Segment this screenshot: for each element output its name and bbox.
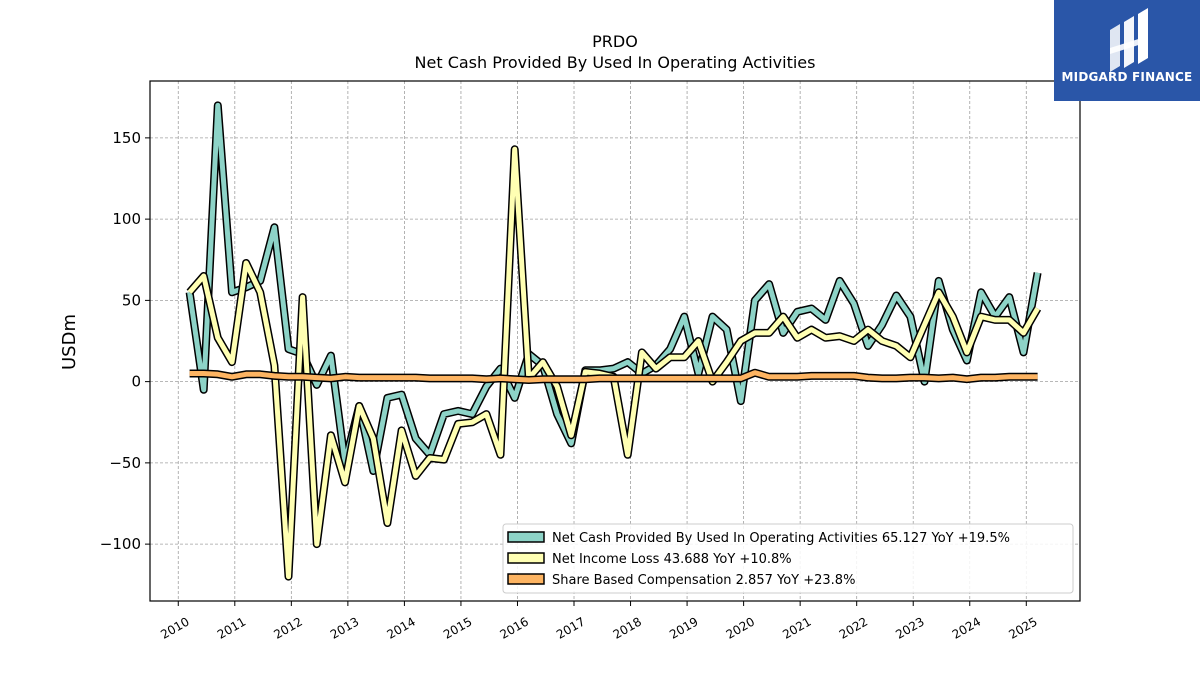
logo-mark-icon	[1110, 8, 1148, 72]
legend-label: Net Cash Provided By Used In Operating A…	[552, 531, 1010, 546]
y-axis-label: USDm	[59, 314, 80, 370]
chart-title: PRDO	[592, 32, 638, 51]
legend-label: Net Income Loss 43.688 YoY +10.8%	[552, 552, 792, 567]
series-layer	[185, 101, 1042, 581]
legend-item: Share Based Compensation 2.857 YoY +23.8…	[507, 573, 855, 588]
legend: Net Cash Provided By Used In Operating A…	[502, 523, 1074, 594]
series-3	[189, 368, 1038, 384]
legend-swatch	[507, 552, 545, 564]
y-tick-label: 0	[131, 373, 141, 391]
plot-frame	[149, 80, 1081, 602]
series-1	[185, 101, 1042, 475]
legend-item: Net Income Loss 43.688 YoY +10.8%	[507, 552, 792, 567]
legend-item: Net Cash Provided By Used In Operating A…	[507, 531, 1010, 546]
legend-label: Share Based Compensation 2.857 YoY +23.8…	[552, 573, 855, 588]
y-tick-label: 50	[122, 291, 141, 309]
y-tick-label: −50	[109, 454, 141, 472]
series-line	[187, 102, 1041, 474]
y-tick-label: 150	[112, 129, 141, 147]
y-tick-label: 100	[112, 210, 141, 228]
legend-swatch	[507, 531, 545, 543]
logo: MIDGARD FINANCE	[1054, 0, 1200, 101]
legend-swatch	[507, 573, 545, 585]
logo-text: MIDGARD FINANCE	[1062, 70, 1193, 84]
legend-box	[502, 523, 1074, 594]
series-line	[189, 370, 1038, 383]
y-tick-label: −100	[100, 535, 141, 553]
chart-subtitle: Net Cash Provided By Used In Operating A…	[415, 53, 816, 72]
